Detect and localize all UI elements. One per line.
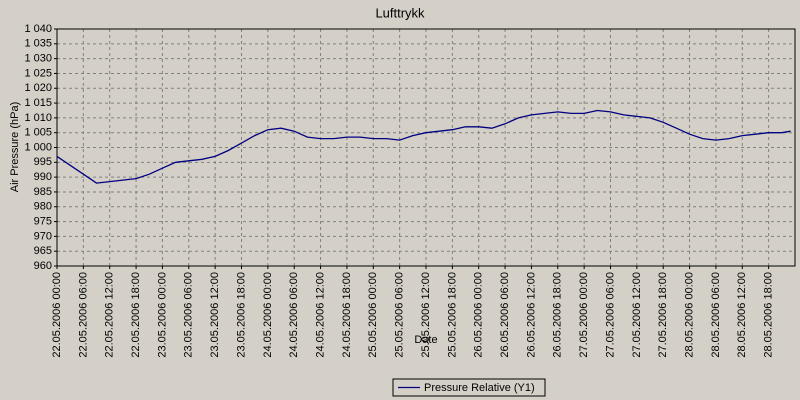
x-tick-label: 25.05.2006 18:00 bbox=[446, 272, 458, 358]
x-tick-label: 26.05.2006 18:00 bbox=[552, 272, 564, 358]
x-tick-label: 24.05.2006 06:00 bbox=[288, 272, 300, 358]
y-tick-label: 1 015 bbox=[24, 97, 52, 109]
y-tick-label: 985 bbox=[34, 186, 52, 198]
x-tick-label: 27.05.2006 18:00 bbox=[657, 272, 669, 358]
x-axis-label: Date bbox=[414, 334, 437, 346]
x-tick-label: 23.05.2006 06:00 bbox=[183, 272, 195, 358]
x-tick-label: 28.05.2006 18:00 bbox=[763, 272, 775, 358]
x-tick-label: 26.05.2006 00:00 bbox=[473, 272, 485, 358]
y-tick-label: 1 025 bbox=[24, 67, 52, 79]
x-tick-label: 24.05.2006 00:00 bbox=[262, 272, 274, 358]
y-tick-label: 1 000 bbox=[24, 141, 52, 153]
plot-border bbox=[56, 28, 796, 267]
y-axis-label: Air Pressure (hPa) bbox=[9, 102, 21, 192]
chart-title: Lufttrykk bbox=[375, 5, 425, 20]
x-tick-label: 27.05.2006 12:00 bbox=[631, 272, 643, 358]
legend-label: Pressure Relative (Y1) bbox=[424, 382, 535, 394]
y-tick-label: 980 bbox=[34, 201, 52, 213]
x-tick-label: 28.05.2006 12:00 bbox=[736, 272, 748, 358]
legend-box bbox=[392, 378, 546, 397]
y-tick-label: 965 bbox=[34, 245, 52, 257]
x-tick-label: 25.05.2006 12:00 bbox=[420, 272, 432, 358]
x-tick-label: 23.05.2006 00:00 bbox=[156, 272, 168, 358]
x-tick-label: 22.05.2006 06:00 bbox=[77, 272, 89, 358]
x-tick-label: 22.05.2006 00:00 bbox=[51, 272, 63, 358]
x-tick-label: 24.05.2006 12:00 bbox=[314, 272, 326, 358]
x-tick-label: 28.05.2006 00:00 bbox=[683, 272, 695, 358]
y-tick-label: 1 040 bbox=[24, 23, 52, 35]
data-line bbox=[56, 109, 791, 184]
x-tick-label: 27.05.2006 06:00 bbox=[604, 272, 616, 358]
y-tick-label: 1 030 bbox=[24, 53, 52, 65]
y-tick-label: 1 035 bbox=[24, 38, 52, 50]
x-tick-label: 25.05.2006 00:00 bbox=[367, 272, 379, 358]
x-tick-label: 27.05.2006 00:00 bbox=[578, 272, 590, 358]
y-tick-label: 970 bbox=[34, 230, 52, 242]
x-tick-label: 22.05.2006 12:00 bbox=[104, 272, 116, 358]
legend: Pressure Relative (Y1) bbox=[392, 378, 546, 397]
y-tick-label: 960 bbox=[34, 260, 52, 272]
y-tick-label: 975 bbox=[34, 215, 52, 227]
y-tick-label: 1 010 bbox=[24, 112, 52, 124]
x-tick-label: 26.05.2006 12:00 bbox=[525, 272, 537, 358]
x-tick-label: 26.05.2006 06:00 bbox=[499, 272, 511, 358]
x-tick-label: 23.05.2006 12:00 bbox=[209, 272, 221, 358]
y-tick-label: 995 bbox=[34, 156, 52, 168]
x-tick-label: 28.05.2006 06:00 bbox=[710, 272, 722, 358]
x-tick-label: 25.05.2006 06:00 bbox=[394, 272, 406, 358]
y-tick-label: 1 005 bbox=[24, 127, 52, 139]
y-tick-label: 990 bbox=[34, 171, 52, 183]
x-tick-label: 24.05.2006 18:00 bbox=[341, 272, 353, 358]
y-tick-label: 1 020 bbox=[24, 82, 52, 94]
x-tick-label: 23.05.2006 18:00 bbox=[235, 272, 247, 358]
x-tick-label: 22.05.2006 18:00 bbox=[130, 272, 142, 358]
